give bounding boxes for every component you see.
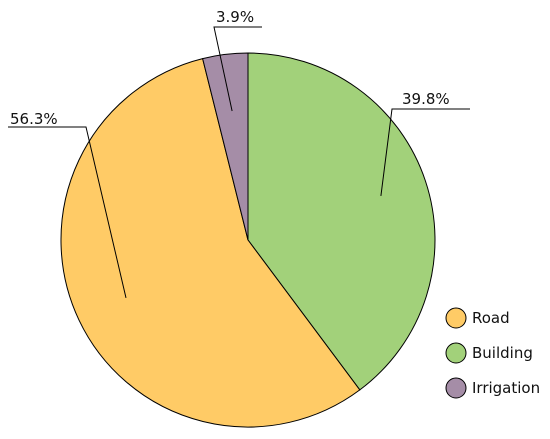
callout-line-irrigation — [213, 26, 262, 112]
data-label-building: 39.8% — [402, 90, 450, 108]
callout-line-building — [380, 108, 470, 196]
slice-road — [60, 57, 361, 428]
legend-label-building: Building — [472, 344, 533, 362]
legend-label-road: Road — [472, 309, 510, 327]
legend: Road Building Irrigation — [445, 307, 540, 399]
legend-swatch-building — [445, 342, 467, 364]
pie-slices — [60, 52, 436, 428]
data-label-road: 56.3% — [10, 110, 58, 128]
data-label-callouts: 56.3% 39.8% 3.9% — [8, 8, 470, 299]
callout-line-road — [8, 126, 127, 299]
legend-swatch-road — [445, 307, 467, 329]
legend-swatch-irrigation — [445, 377, 467, 399]
slice-irrigation — [202, 52, 249, 241]
data-label-irrigation: 3.9% — [216, 8, 254, 26]
legend-label-irrigation: Irrigation — [472, 379, 540, 397]
